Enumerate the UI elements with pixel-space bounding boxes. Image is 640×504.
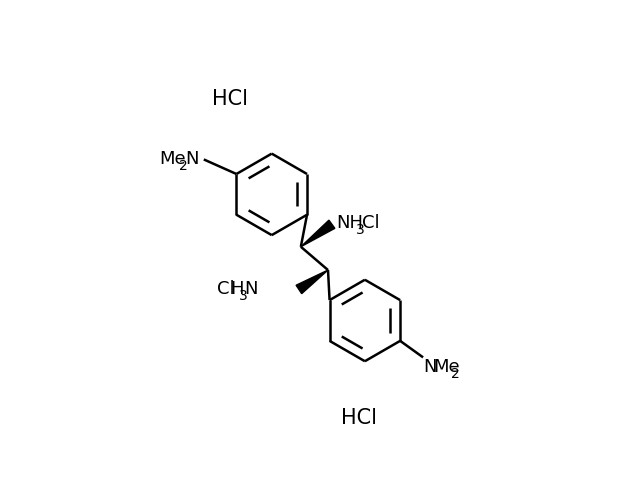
Text: N: N: [244, 280, 258, 298]
Text: 2: 2: [451, 367, 460, 381]
Text: Me: Me: [159, 150, 186, 168]
Polygon shape: [301, 220, 335, 247]
Text: Me: Me: [433, 358, 460, 376]
Polygon shape: [296, 270, 328, 294]
Text: H: H: [230, 280, 244, 298]
Text: HCl: HCl: [341, 408, 377, 427]
Text: N: N: [186, 150, 199, 168]
Text: Cl: Cl: [218, 280, 235, 298]
Text: NH: NH: [336, 215, 363, 232]
Text: HCl: HCl: [212, 89, 248, 109]
Text: 2: 2: [179, 159, 188, 173]
Text: N: N: [423, 358, 436, 376]
Text: 3: 3: [239, 289, 248, 303]
Text: Cl: Cl: [362, 215, 380, 232]
Text: 3: 3: [356, 223, 365, 237]
